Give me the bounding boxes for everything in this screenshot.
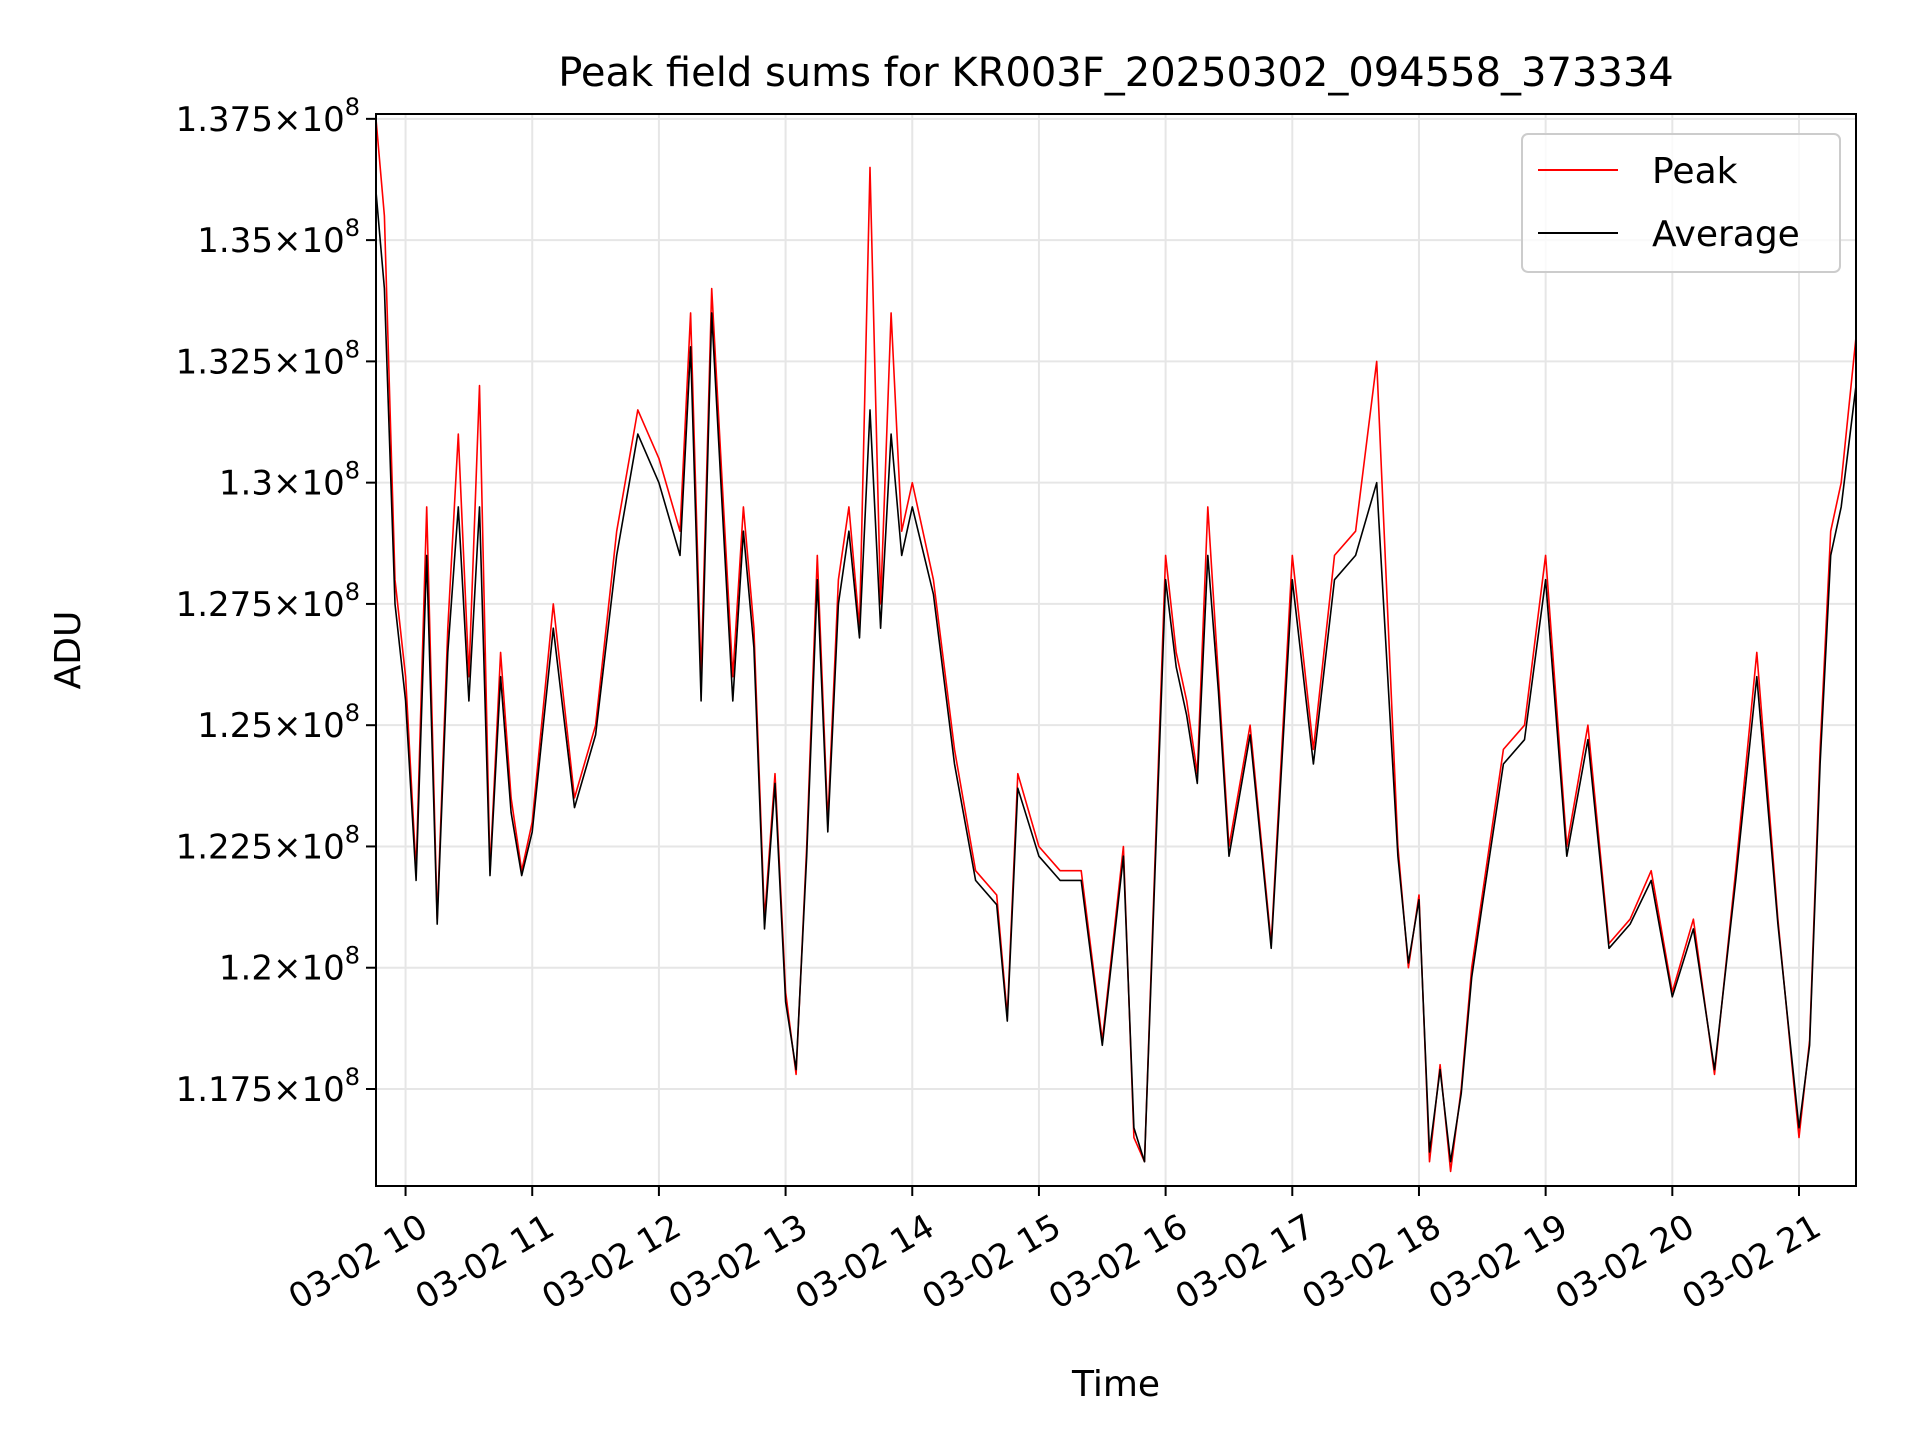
y-tick-suffix: ×10	[273, 464, 345, 504]
y-tick-exponent: 8	[345, 93, 360, 121]
y-tick-suffix: ×10	[273, 827, 345, 867]
y-tick-suffix: ×10	[273, 342, 345, 382]
legend: Peak Average	[1521, 133, 1841, 273]
legend-box	[1521, 133, 1841, 273]
y-tick-label: 1.35×108	[197, 214, 360, 261]
y-tick-suffix: ×10	[273, 949, 345, 989]
y-tick-label: 1.25×108	[197, 699, 360, 746]
chart-title: Peak field sums for KR003F_20250302_0945…	[558, 50, 1674, 96]
legend-label-peak: Peak	[1652, 151, 1738, 192]
y-tick-mantissa: 1.375	[176, 100, 273, 140]
y-tick-label: 1.325×108	[176, 335, 360, 382]
y-tick-exponent: 8	[345, 335, 360, 363]
y-axis: 1.175×1081.2×1081.225×1081.25×1081.275×1…	[176, 93, 376, 1110]
y-axis-label: ADU	[48, 611, 89, 690]
y-tick-suffix: ×10	[273, 706, 345, 746]
y-tick-mantissa: 1.25	[197, 706, 273, 746]
y-tick-exponent: 8	[345, 457, 360, 485]
y-tick-suffix: ×10	[273, 585, 345, 625]
x-axis-label: Time	[1071, 1364, 1160, 1405]
y-tick-exponent: 8	[345, 214, 360, 242]
y-tick-exponent: 8	[345, 699, 360, 727]
y-tick-label: 1.225×108	[176, 820, 360, 867]
series-line-peak	[375, 118, 1857, 1173]
y-tick-suffix: ×10	[273, 221, 345, 261]
y-tick-mantissa: 1.225	[176, 827, 273, 867]
y-tick-mantissa: 1.2	[219, 949, 273, 989]
y-tick-exponent: 8	[345, 820, 360, 848]
series-layer	[375, 118, 1857, 1173]
y-tick-label: 1.175×108	[176, 1063, 360, 1110]
y-tick-mantissa: 1.175	[176, 1070, 273, 1110]
y-tick-label: 1.375×108	[176, 93, 360, 140]
y-tick-exponent: 8	[345, 578, 360, 606]
series-line-average	[375, 191, 1857, 1163]
y-tick-mantissa: 1.275	[176, 585, 273, 625]
y-tick-mantissa: 1.3	[219, 464, 273, 504]
y-tick-exponent: 8	[345, 1063, 360, 1091]
y-tick-label: 1.3×108	[219, 457, 360, 504]
y-tick-exponent: 8	[345, 942, 360, 970]
y-tick-mantissa: 1.325	[176, 342, 273, 382]
plot-frame	[375, 113, 1857, 1187]
y-tick-mantissa: 1.35	[197, 221, 273, 261]
y-tick-suffix: ×10	[273, 1070, 345, 1110]
y-tick-suffix: ×10	[273, 100, 345, 140]
legend-label-average: Average	[1652, 214, 1800, 255]
y-tick-label: 1.2×108	[219, 942, 360, 989]
y-tick-label: 1.275×108	[176, 578, 360, 625]
